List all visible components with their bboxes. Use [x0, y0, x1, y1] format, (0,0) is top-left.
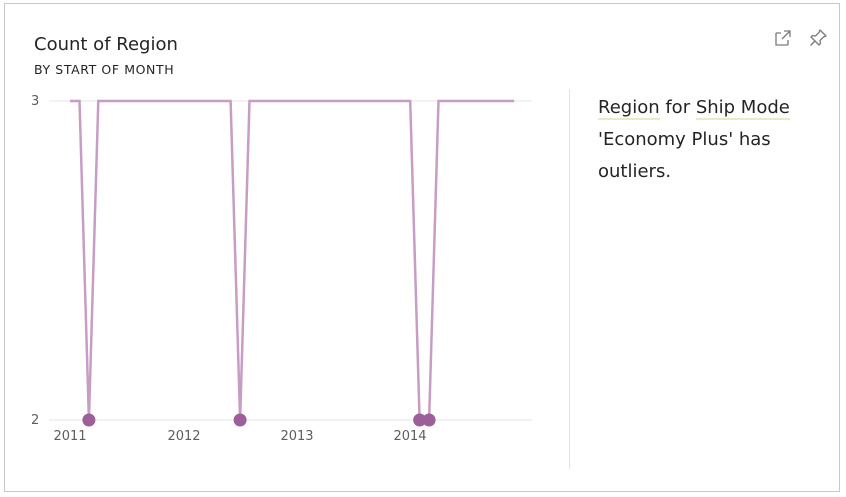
- y-tick-label: 3: [31, 94, 39, 109]
- x-tick-label: 2012: [167, 429, 200, 444]
- series-line: [70, 99, 515, 422]
- insight-text: Region for Ship Mode 'Economy Plus' has …: [598, 92, 818, 188]
- y-tick-label: 2: [31, 413, 39, 428]
- divider: [569, 89, 570, 469]
- insight-card: Count of Region BY START OF MONTH 3 2 20…: [4, 3, 840, 492]
- card-title: Count of Region: [34, 34, 178, 55]
- x-tick-label: 2011: [53, 429, 86, 444]
- expand-icon: [775, 30, 791, 46]
- line-chart: 3 2 2011 2012 2013 2014: [31, 94, 532, 444]
- outlier-marker[interactable]: [233, 413, 247, 427]
- insight-description: 'Economy Plus' has outliers.: [598, 129, 771, 182]
- x-tick-label: 2013: [280, 429, 313, 444]
- insight-term-region[interactable]: Region: [598, 97, 660, 120]
- outlier-marker[interactable]: [413, 413, 427, 427]
- pin-button[interactable]: [806, 26, 830, 50]
- card-subtitle: BY START OF MONTH: [34, 62, 175, 77]
- insight-connector: for: [659, 97, 696, 118]
- x-tick-label: 2014: [393, 429, 426, 444]
- expand-button[interactable]: [771, 26, 795, 50]
- pin-icon: [810, 29, 827, 46]
- insight-term-ship-mode[interactable]: Ship Mode: [695, 97, 790, 120]
- outlier-marker[interactable]: [422, 413, 436, 427]
- outlier-marker[interactable]: [82, 413, 96, 427]
